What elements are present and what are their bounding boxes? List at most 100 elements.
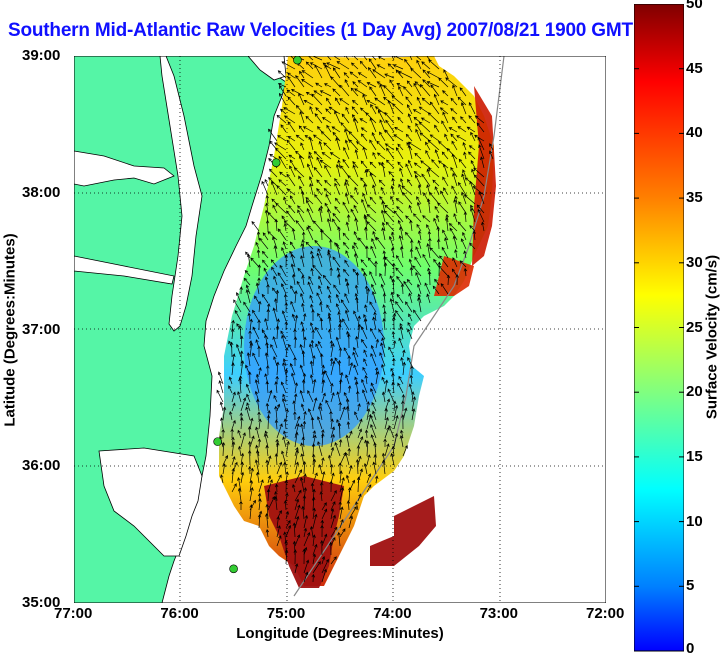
velocity-vector bbox=[370, 382, 377, 394]
velocity-vector bbox=[358, 237, 368, 250]
velocity-vector bbox=[279, 92, 287, 106]
velocity-vector bbox=[217, 371, 224, 385]
colorbar-gradient bbox=[634, 4, 684, 652]
velocity-vector bbox=[312, 553, 317, 565]
colorbar-tick-label: 5 bbox=[686, 577, 695, 595]
colorbar-label: Surface Velocity (cm/s) bbox=[703, 254, 721, 420]
velocity-vector bbox=[285, 408, 289, 421]
velocity-vector bbox=[412, 109, 422, 115]
velocity-vector bbox=[274, 419, 279, 430]
velocity-vector bbox=[293, 167, 305, 178]
velocity-vector bbox=[280, 330, 287, 340]
velocity-vector bbox=[417, 293, 422, 304]
velocity-vector bbox=[346, 421, 351, 430]
velocity-vector bbox=[301, 436, 305, 448]
velocity-vector bbox=[381, 227, 386, 241]
velocity-vector bbox=[334, 97, 341, 106]
velocity-vector bbox=[309, 183, 314, 196]
velocity-vector bbox=[256, 471, 260, 484]
velocity-vector bbox=[300, 142, 305, 151]
velocity-vector bbox=[257, 345, 261, 357]
velocity-vector bbox=[404, 58, 413, 70]
velocity-vector bbox=[366, 401, 370, 412]
velocity-vector bbox=[334, 110, 341, 124]
velocity-vector bbox=[422, 215, 431, 223]
velocity-vector bbox=[329, 463, 334, 475]
velocity-vector bbox=[352, 164, 359, 178]
velocity-vector bbox=[273, 275, 278, 286]
velocity-vector bbox=[442, 163, 449, 178]
velocity-vector bbox=[380, 209, 386, 223]
velocity-vector bbox=[402, 361, 406, 376]
velocity-vector bbox=[311, 93, 323, 106]
velocity-vector bbox=[370, 245, 377, 259]
velocity-vector bbox=[371, 401, 377, 412]
velocity-vector bbox=[308, 176, 314, 187]
velocity-vector bbox=[392, 103, 404, 115]
velocity-vector bbox=[454, 249, 458, 259]
velocity-vector bbox=[231, 419, 236, 430]
velocity-vector bbox=[463, 194, 476, 205]
velocity-vector bbox=[256, 231, 261, 241]
velocity-vector bbox=[396, 205, 404, 214]
velocity-vector bbox=[445, 77, 458, 88]
velocity-vector bbox=[310, 267, 314, 277]
velocity-vector bbox=[434, 124, 440, 133]
velocity-vector bbox=[321, 432, 325, 448]
velocity-vector bbox=[470, 204, 476, 214]
velocity-vector bbox=[408, 313, 413, 322]
velocity-vector bbox=[451, 153, 458, 169]
velocity-vector bbox=[291, 273, 296, 286]
velocity-vector bbox=[325, 193, 332, 205]
velocity-vector bbox=[247, 425, 252, 439]
velocity-vector bbox=[344, 259, 350, 268]
radar-station-marker bbox=[293, 56, 302, 65]
velocity-vector bbox=[402, 407, 408, 421]
velocity-vector bbox=[284, 368, 289, 385]
velocity-vector bbox=[280, 108, 287, 115]
velocity-vector bbox=[346, 214, 351, 223]
velocity-vector bbox=[274, 298, 278, 313]
velocity-vector bbox=[276, 516, 280, 529]
velocity-vector bbox=[303, 514, 308, 529]
velocity-vector bbox=[313, 134, 323, 142]
velocity-vector bbox=[245, 406, 251, 421]
velocity-vector bbox=[426, 168, 431, 178]
velocity-vector bbox=[452, 116, 458, 124]
velocity-vector bbox=[286, 89, 296, 97]
velocity-vector bbox=[348, 515, 354, 529]
velocity-vector bbox=[272, 204, 278, 214]
velocity-vector bbox=[353, 310, 359, 322]
velocity-vector bbox=[240, 432, 246, 448]
velocity-vector bbox=[237, 477, 242, 493]
velocity-vector bbox=[364, 169, 368, 178]
velocity-vector bbox=[231, 402, 236, 412]
velocity-vector bbox=[428, 59, 440, 70]
velocity-vector bbox=[371, 283, 377, 295]
velocity-vector bbox=[402, 444, 408, 457]
velocity-vector bbox=[470, 131, 476, 142]
velocity-vector bbox=[298, 175, 305, 187]
velocity-vector bbox=[489, 143, 494, 151]
velocity-vector bbox=[237, 429, 242, 439]
velocity-vector bbox=[459, 87, 467, 97]
velocity-vector bbox=[317, 340, 323, 349]
velocity-vector bbox=[450, 108, 458, 115]
velocity-vector bbox=[400, 429, 404, 439]
velocity-vector bbox=[230, 428, 234, 439]
velocity-vector bbox=[347, 447, 352, 457]
velocity-vector bbox=[348, 465, 353, 475]
velocity-vector bbox=[309, 526, 314, 538]
velocity-vector bbox=[480, 156, 485, 169]
velocity-vector bbox=[360, 133, 368, 142]
velocity-vector bbox=[328, 106, 341, 115]
colorbar-tick-label: 10 bbox=[686, 512, 703, 530]
velocity-vector bbox=[294, 504, 301, 520]
velocity-vector bbox=[387, 99, 395, 115]
velocity-vector bbox=[347, 385, 352, 394]
velocity-vector bbox=[402, 349, 406, 358]
velocity-vector bbox=[399, 435, 404, 448]
velocity-vector bbox=[378, 328, 386, 340]
velocity-vector bbox=[319, 301, 323, 313]
velocity-vector bbox=[459, 260, 467, 268]
